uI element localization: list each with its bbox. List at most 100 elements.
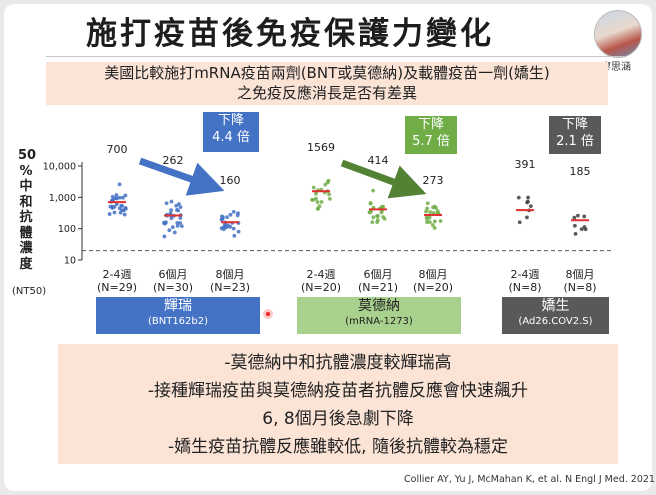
data-point [431, 211, 436, 215]
y-axis-label-char: 體 [19, 225, 33, 241]
y-axis-label-char: 中 [19, 179, 33, 194]
x-category-label: 2-4週 (N=29) [93, 268, 141, 294]
data-point [314, 196, 318, 201]
x-category-label: 6個月 (N=21) [354, 268, 402, 294]
data-point [428, 210, 433, 214]
group-bar-pfizer: 輝瑞 (BNT162b2) [96, 297, 260, 334]
x-category-name: 8個月 [565, 268, 595, 281]
data-point [169, 216, 174, 220]
y-tick-label: 1,000 [49, 193, 76, 204]
data-point [221, 225, 226, 230]
data-point [432, 225, 437, 230]
data-point [328, 196, 332, 201]
y-tick-label: 10 [64, 256, 76, 267]
data-point [376, 218, 380, 222]
data-point [572, 223, 577, 228]
citation: Collier AY, Yu J, McMahan K, et al. N En… [404, 474, 655, 485]
median-value-label: 273 [422, 174, 444, 187]
summary-line: 6, 8個月後急劇下降 [262, 409, 414, 429]
decline-arrow-moderna [340, 159, 427, 199]
data-point [108, 204, 113, 209]
data-point [425, 206, 430, 211]
data-point [323, 182, 328, 187]
data-point [118, 210, 123, 215]
data-point [517, 220, 522, 225]
data-point [425, 201, 430, 206]
median-value-label: 391 [514, 158, 536, 171]
group-name: 莫德納 [358, 298, 400, 314]
x-category-name: 2-4週 [510, 268, 540, 281]
data-point [114, 196, 118, 201]
data-point [162, 234, 167, 239]
data-point [370, 220, 375, 225]
subtitle-line-1: 美國比較施打mRNA疫苗兩劑(BNT或莫德納)及載體疫苗一劑(嬌生) [104, 64, 550, 82]
data-point [232, 233, 237, 238]
pointer-cursor [263, 309, 273, 319]
title-divider [46, 56, 624, 57]
x-category-name: 6個月 [363, 268, 393, 281]
data-point [526, 195, 530, 200]
data-point [236, 229, 241, 234]
data-point [178, 205, 183, 210]
data-point [371, 188, 376, 193]
data-point [123, 206, 128, 211]
data-point [327, 192, 331, 197]
y-tick-label: 100 [58, 224, 76, 235]
y-axis-unit: (NT50) [12, 286, 47, 297]
data-point [425, 220, 429, 224]
data-point [382, 216, 387, 221]
decline-box-pfizer: 下降 4.4 倍 [203, 112, 259, 152]
y-axis-label-char: % [19, 163, 33, 179]
data-point [121, 195, 125, 200]
median-value-label: 1569 [307, 141, 335, 154]
data-point [525, 215, 529, 220]
data-point [432, 219, 437, 224]
summary-line: -接種輝瑞疫苗與莫德納疫苗者抗體反應會快速飆升 [147, 381, 529, 401]
y-axis-label-char: 50 [18, 148, 37, 163]
x-category-n: (N=8) [508, 281, 542, 294]
data-point [438, 219, 443, 223]
data-point [371, 215, 376, 220]
data-point [224, 225, 229, 230]
group-bar-moderna: 莫德納 (mRNA-1273) [297, 297, 461, 334]
decline-box-line-2: 5.7 倍 [412, 134, 450, 149]
median-value-label: 160 [219, 174, 241, 187]
x-category-name: 2-4週 [102, 268, 132, 281]
summary-line: -嬌生疫苗抗體反應雖較低, 隨後抗體較為穩定 [168, 437, 508, 457]
y-axis-label-char: 和 [19, 194, 33, 210]
presenter-avatar [594, 10, 642, 58]
data-point [431, 205, 435, 210]
data-point [179, 224, 184, 229]
data-point [174, 203, 179, 208]
data-point [582, 214, 587, 219]
data-point [315, 200, 320, 204]
data-point [381, 204, 386, 209]
data-point [572, 215, 577, 220]
data-point [576, 213, 580, 218]
data-point [107, 212, 112, 216]
x-category-n: (N=23) [209, 281, 251, 294]
data-point [112, 210, 117, 215]
x-category-name: 2-4週 [306, 268, 336, 281]
decline-box-line-1: 下降 [417, 117, 444, 132]
data-point [178, 216, 183, 220]
y-axis-label-char: 度 [19, 256, 33, 272]
x-category-label: 8個月 (N=8) [556, 268, 604, 294]
data-point [311, 198, 316, 202]
x-category-name: 8個月 [418, 268, 448, 281]
x-category-label: 2-4週 (N=20) [297, 268, 345, 294]
data-point [220, 214, 224, 219]
y-axis-label-char: 濃 [19, 241, 33, 256]
data-point [122, 212, 127, 217]
data-point [164, 201, 169, 206]
x-category-label: 6個月 (N=30) [149, 268, 197, 294]
group-name: 輝瑞 [164, 298, 192, 314]
data-point [579, 227, 584, 231]
data-point [311, 185, 316, 190]
data-point [172, 230, 177, 235]
group-sub: (Ad26.COV2.S) [518, 316, 593, 327]
data-point [225, 215, 229, 220]
page-title: 施打疫苗後免疫保護力變化 [86, 16, 494, 52]
data-point [375, 214, 379, 219]
x-category-n: (N=20) [412, 281, 454, 294]
